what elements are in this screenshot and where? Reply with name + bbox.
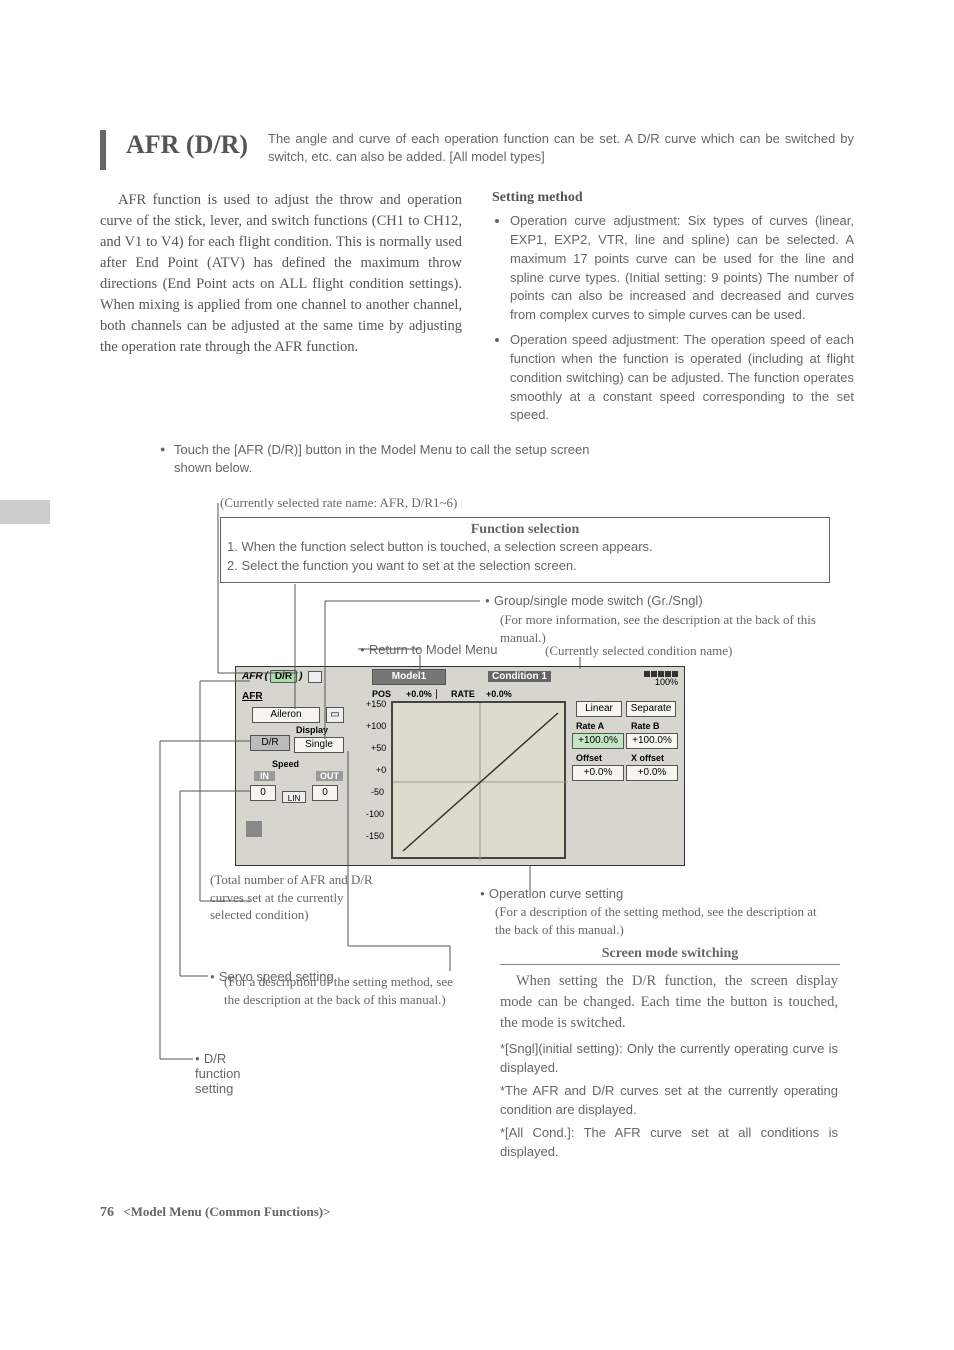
page-subtitle: The angle and curve of each operation fu…: [268, 130, 854, 166]
diagram-area: Touch the [AFR (D/R)] button in the Mode…: [100, 441, 854, 1201]
screen-mode-item: *[Sngl](initial setting): Only the curre…: [500, 1040, 838, 1078]
xoffset-label: X offset: [631, 753, 664, 763]
yaxis-tick: +0: [376, 765, 386, 775]
display-label: Display: [296, 725, 328, 735]
page-title: AFR (D/R): [126, 130, 248, 160]
speed-out-value[interactable]: 0: [322, 787, 328, 798]
battery-percent: 100%: [644, 677, 678, 687]
page-number: 76: [100, 1205, 114, 1220]
offset-value[interactable]: +0.0%: [584, 767, 613, 778]
side-tab: [0, 500, 50, 524]
pos-label: POS: [372, 689, 391, 699]
intro-paragraph: AFR function is used to adjust the throw…: [100, 190, 462, 358]
separate-button[interactable]: Separate: [631, 703, 672, 714]
screen-mode-title: Screen mode switching: [500, 946, 840, 965]
sound-icon[interactable]: [308, 671, 322, 683]
yaxis-tick: +150: [366, 699, 386, 709]
section-name: <Model Menu (Common Functions)>: [123, 1204, 330, 1219]
speed-mode-label: LIN: [288, 794, 300, 803]
annotation-group-mode: Group/single mode switch (Gr./Sngl): [485, 593, 703, 608]
display-mode-button[interactable]: Single: [305, 739, 333, 750]
curve-graph: [393, 703, 568, 861]
rate-caption: (Currently selected rate name: AFR, D/R1…: [220, 495, 457, 511]
function-selection-box: Function selection 1. When the function …: [220, 517, 830, 583]
annotation-op-curve-sub: (For a description of the setting method…: [495, 903, 835, 938]
yaxis-tick: +50: [371, 743, 386, 753]
annotation-group-mode-sub: (For more information, see the descripti…: [500, 611, 854, 646]
function-selection-title: Function selection: [227, 522, 823, 538]
rate-a-value[interactable]: +100.0%: [578, 735, 618, 746]
speed-label: Speed: [272, 759, 299, 769]
curve-type-button[interactable]: Linear: [585, 703, 613, 714]
pos-value: +0.0%: [406, 689, 432, 699]
setting-method-item: Operation curve adjustment: Six types of…: [510, 212, 854, 325]
annotation-return-menu: Return to Model Menu: [360, 642, 497, 657]
annotation-servo-sub: (For a description of the setting method…: [224, 973, 454, 1008]
yaxis-tick: -100: [366, 809, 384, 819]
screen-mode-item: *The AFR and D/R curves set at the curre…: [500, 1082, 838, 1120]
function-selection-step: 1. When the function select button is to…: [227, 538, 823, 557]
afr-section-label: AFR: [242, 691, 263, 702]
graph-mode-icon[interactable]: ▭: [330, 709, 339, 720]
speed-in-label: IN: [260, 771, 269, 781]
screen-title-afr: AFR: [242, 671, 263, 682]
dr-rate-button[interactable]: D/R: [270, 670, 297, 683]
yaxis-tick: +100: [366, 721, 386, 731]
rate-label: RATE: [451, 689, 475, 699]
function-selection-step: 2. Select the function you want to set a…: [227, 557, 823, 576]
rate-b-label: Rate B: [631, 721, 660, 731]
rate-b-value[interactable]: +100.0%: [632, 735, 672, 746]
speed-in-value[interactable]: 0: [260, 787, 266, 798]
dr-box[interactable]: D/R: [261, 737, 278, 748]
yaxis-tick: -150: [366, 831, 384, 841]
page-title-row: AFR (D/R) The angle and curve of each op…: [100, 130, 854, 170]
channel-select-button[interactable]: Aileron: [270, 709, 301, 720]
rate-value: +0.0%: [486, 689, 512, 699]
annotation-condition-name: (Currently selected condition name): [545, 642, 732, 660]
condition-label: Condition 1: [492, 671, 547, 682]
title-bar: [100, 130, 106, 170]
page-footer: 76 <Model Menu (Common Functions)>: [100, 1204, 331, 1221]
grid-icon[interactable]: [246, 821, 262, 837]
setup-screen: AFR ( D/R ) Model1 Condition 1 100% AFR: [235, 666, 685, 866]
annotation-op-curve: Operation curve setting: [480, 886, 623, 901]
setting-method-item: Operation speed adjustment: The operatio…: [510, 331, 854, 425]
speed-out-label: OUT: [320, 771, 339, 781]
screen-mode-item: *[All Cond.]: The AFR curve set at all c…: [500, 1124, 838, 1162]
model-button[interactable]: Model1: [392, 671, 426, 682]
offset-label: Offset: [576, 753, 602, 763]
xoffset-value[interactable]: +0.0%: [638, 767, 667, 778]
setting-method-heading: Setting method: [492, 190, 854, 206]
yaxis-tick: -50: [371, 787, 384, 797]
screen-mode-intro: When setting the D/R function, the scree…: [500, 971, 838, 1034]
annotation-dr-setting: D/R function setting: [195, 1051, 241, 1096]
rate-a-label: Rate A: [576, 721, 604, 731]
annotation-total-curves: (Total number of AFR and D/R curves set …: [210, 871, 380, 924]
call-instruction: Touch the [AFR (D/R)] button in the Mode…: [160, 441, 600, 477]
